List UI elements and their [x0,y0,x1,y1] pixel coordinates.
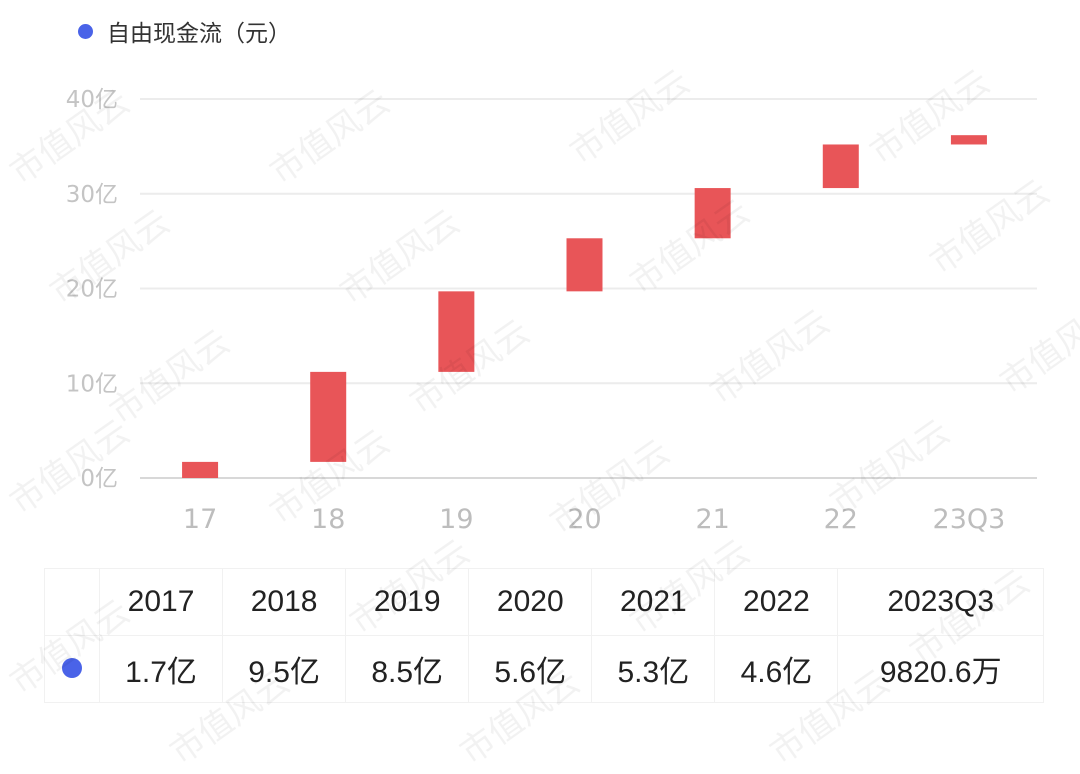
x-tick-label: 17 [183,504,217,535]
x-tick-label: 21 [695,504,729,535]
x-tick-label: 22 [824,504,858,535]
table-header: 2017 [98,568,224,636]
waterfall-bar [950,135,987,145]
table-cell: 1.7亿 [98,635,224,703]
waterfall-bar [694,188,731,239]
y-tick-label: 0亿 [80,466,118,492]
x-tick-label: 23Q3 [933,504,1006,535]
y-tick-label: 40亿 [66,87,118,113]
table-header-row: 2017 2018 2019 2020 2021 2022 2023Q3 [44,568,1044,636]
table-cell: 4.6亿 [714,635,839,703]
y-tick-label: 30亿 [66,182,118,208]
legend: 自由现金流（元） [78,14,291,48]
table-header: 2022 [714,568,839,636]
table-cell: 8.5亿 [345,635,470,703]
waterfall-bar [438,291,475,372]
waterfall-bar [822,144,859,189]
waterfall-bar [566,238,603,292]
legend-marker [78,23,93,39]
table-header: 2018 [222,568,347,636]
waterfall-bar [182,461,219,478]
table-header: 2021 [591,568,716,636]
table-header: 2020 [468,568,593,636]
data-table: 2017 2018 2019 2020 2021 2022 2023Q3 1.7… [44,568,1044,703]
waterfall-chart: 0亿 10亿 20亿 30亿 40亿 17 18 19 20 21 22 23Q3 [66,87,1037,535]
y-tick-label: 10亿 [66,371,118,397]
table-header: 2019 [345,568,470,636]
series-marker [62,658,82,678]
x-tick-label: 20 [567,504,601,535]
legend-label: 自由现金流（元） [107,21,291,47]
table-row: 1.7亿 9.5亿 8.5亿 5.6亿 5.3亿 4.6亿 9820.6万 [44,635,1044,703]
waterfall-bar [310,371,347,462]
table-header: 2023Q3 [837,568,1044,636]
table-cell: 9.5亿 [222,635,347,703]
table-cell: 9820.6万 [837,635,1044,703]
table-cell: 5.6亿 [468,635,593,703]
x-tick-label: 18 [311,504,345,535]
y-tick-label: 20亿 [66,277,118,303]
x-tick-label: 19 [439,504,473,535]
table-cell: 5.3亿 [591,635,716,703]
